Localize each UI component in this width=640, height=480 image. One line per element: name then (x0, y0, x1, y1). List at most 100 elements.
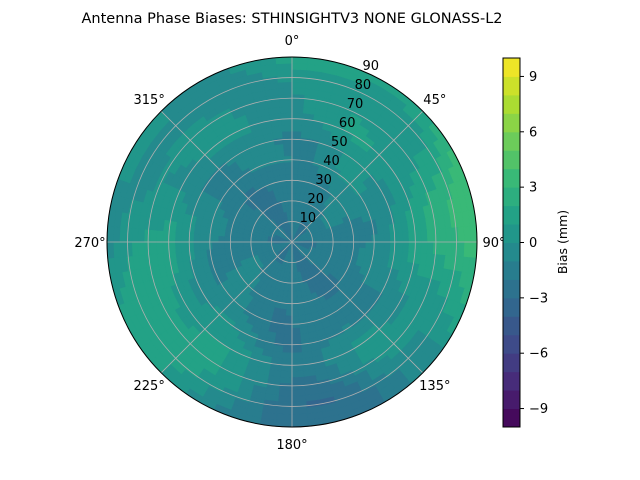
contour-cell (278, 167, 287, 176)
contour-cell (284, 315, 293, 323)
contour-cell (282, 339, 293, 348)
contour-cell (291, 296, 298, 304)
contour-cell (295, 290, 302, 298)
contour-fill (106, 56, 478, 428)
contour-cell (396, 231, 404, 243)
angular-tick-label: 180° (276, 438, 307, 453)
contour-cell (125, 241, 133, 257)
contour-cell (383, 241, 391, 251)
contour-cell (143, 241, 152, 256)
contour-cell (420, 229, 428, 243)
contour-cell (143, 228, 152, 243)
colorbar-level (503, 224, 520, 243)
radial-tick-label: 30 (315, 173, 332, 188)
contour-cell (281, 352, 293, 360)
contour-cell (284, 155, 293, 163)
colorbar-level (503, 113, 520, 133)
contour-cell (277, 401, 293, 409)
contour-cell (291, 389, 306, 397)
angular-tick-labels: 0° 45° 90° 135° 180° 225° 270° 315° (74, 34, 505, 453)
contour-cell (445, 241, 453, 257)
contour-cell (217, 235, 225, 243)
contour-cell (439, 241, 447, 256)
chart-title: Antenna Phase Biases: STHINSIGHTV3 NONE … (82, 11, 503, 27)
contour-cell (402, 231, 410, 243)
contour-cell (291, 167, 299, 175)
contour-cell (346, 241, 354, 248)
contour-cell (276, 407, 293, 415)
contour-cell (353, 235, 361, 243)
colorbar-level (503, 76, 520, 96)
contour-cell (291, 99, 305, 108)
colorbar-level (503, 187, 520, 207)
contour-cell (296, 296, 304, 304)
colorbar-level (503, 408, 520, 428)
contour-cell (291, 161, 300, 169)
contour-cell (174, 231, 182, 243)
contour-cell (439, 228, 447, 243)
contour-cell (445, 227, 453, 243)
contour-cell (280, 358, 293, 366)
contour-cell (149, 229, 158, 243)
colorbar-level (503, 94, 520, 114)
contour-cell (408, 241, 416, 254)
angular-gridline (160, 110, 293, 243)
contour-cell (291, 284, 297, 292)
contour-cell (291, 333, 301, 341)
contour-cell (291, 321, 300, 329)
contour-cell (340, 232, 348, 239)
contour-cell (106, 225, 115, 243)
angular-tick-label: 135° (419, 379, 450, 394)
contour-cell (358, 228, 367, 237)
contour-cell (291, 272, 296, 280)
colorbar-label: Bias (mm) (555, 210, 570, 274)
contour-cell (281, 124, 293, 132)
polar-frame (106, 56, 478, 428)
radial-tick-label: 80 (355, 78, 372, 93)
colorbar-level (503, 334, 520, 354)
radial-tick-label: 70 (347, 97, 364, 112)
contour-cell (287, 192, 293, 200)
contour-cell (365, 234, 373, 243)
contour-cell (193, 233, 201, 243)
contour-cell (359, 241, 367, 249)
contour-cell (223, 241, 231, 249)
contour-cell (236, 245, 244, 252)
contour-cell (402, 241, 410, 253)
contour-cell (199, 233, 207, 243)
contour-cell (137, 241, 145, 256)
contour-cell (285, 303, 293, 311)
contour-cell (119, 226, 127, 243)
contour-cell (156, 241, 164, 255)
contour-cell (291, 358, 304, 366)
contour-cell (275, 419, 293, 428)
contour-cell (346, 230, 354, 238)
contour-cell (340, 236, 348, 243)
contour-cell (291, 87, 306, 95)
contour-cell (288, 210, 293, 218)
contour-cell (377, 241, 385, 251)
contour-cell (377, 233, 385, 243)
contour-cell (211, 241, 219, 250)
contour-cell (280, 112, 293, 120)
contour-cell (291, 376, 305, 385)
contour-cell (236, 241, 244, 248)
contour-cell (186, 241, 195, 252)
contour-cell (408, 230, 416, 243)
angular-tick-label: 270° (74, 236, 105, 251)
contour-cell (112, 241, 121, 258)
contour-cell (291, 278, 297, 286)
contour-cell (199, 241, 207, 251)
contour-cell (285, 309, 293, 317)
radial-tick-labels: 10 20 30 40 50 60 70 80 90 (300, 59, 379, 226)
contour-cell (131, 241, 139, 257)
contour-cell (277, 395, 293, 403)
contour-cell (297, 302, 305, 310)
contour-cell (283, 327, 293, 335)
contour-cell (248, 241, 256, 247)
angular-tick-label: 315° (134, 93, 165, 108)
contour-cell (414, 230, 422, 243)
contour-cell (291, 395, 307, 403)
colorbar-tick-label: 0 (529, 236, 537, 251)
colorbar-level (503, 242, 520, 262)
